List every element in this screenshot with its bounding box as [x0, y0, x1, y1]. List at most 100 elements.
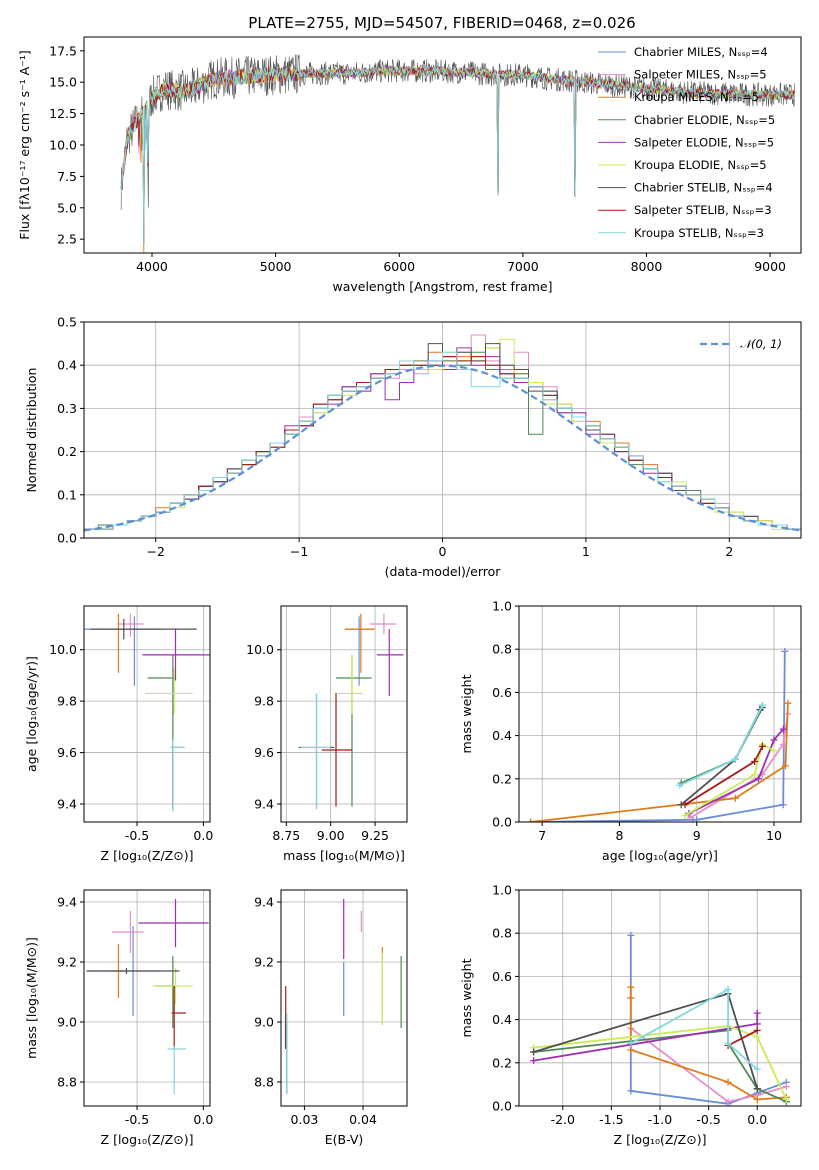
age_vs_Z-panel: -0.5 0.0 9.4 9.6 9.8 10.0 Z [log₁₀(Z/Z⊙)] age […: [24, 605, 213, 863]
y-tick-label: 10.0: [49, 138, 77, 153]
weight-line-5: [533, 1025, 788, 1100]
y-axis-label: Flux [fλ10⁻¹⁷ erg cm⁻² s⁻¹ A⁻¹]: [17, 50, 32, 239]
x-tick-label: -1.5: [599, 1112, 623, 1127]
spectrum-panel: 4000 5000 6000 7000 8000 9000 2.5 5.0 7.5 10.0 12.…: [17, 36, 802, 294]
y-tick-label: 9.0: [254, 1015, 274, 1030]
weight-line-2: [530, 703, 789, 822]
legend-entry: Kroupa MILES, Nₛₛₚ=5: [634, 90, 759, 104]
x-tick-label: -0.5: [125, 828, 149, 843]
y-tick-label: 17.5: [49, 43, 77, 58]
y-tick-label: 7.5: [57, 169, 77, 184]
y-tick-label: 0.4: [57, 358, 77, 373]
y-tick-label: 9.4: [57, 895, 77, 910]
plot-frame: [83, 889, 211, 1107]
weight-point: [724, 1098, 732, 1106]
weight-point: [681, 801, 689, 809]
x-tick-label: 7: [538, 828, 546, 843]
weight-point: [530, 1048, 538, 1056]
x-tick-label: -0.5: [696, 1112, 720, 1127]
y-tick-label: 9.6: [57, 745, 77, 760]
weight-point: [751, 770, 759, 778]
y-tick-label: 9.2: [57, 955, 77, 970]
y-tick-label: 8.8: [57, 1075, 77, 1090]
weight-point: [724, 985, 732, 993]
weight-point: [676, 781, 684, 789]
mass_vs_EBV-panel: 0.03 0.04 8.8 9.0 9.2 9.4 E(B-V): [254, 889, 408, 1147]
spectrum-title: PLATE=2755, MJD=54507, FIBERID=0468, z=0…: [248, 14, 635, 32]
y-tick-label: 0.0: [492, 1099, 512, 1114]
x-axis-label: Z [log₁₀(Z/Z⊙)]: [101, 848, 194, 863]
y-axis-label: mass weight: [459, 674, 474, 753]
x-tick-label: 9.00: [317, 828, 345, 843]
spectrum-line-8: [120, 66, 795, 244]
weight-point: [753, 1085, 761, 1093]
plot-frame: [518, 605, 802, 823]
weight-point: [751, 758, 759, 766]
x-tick-label: 9.25: [361, 828, 389, 843]
age_vs_mass-panel: 8.75 9.00 9.25 9.4 9.6 9.8 10.0 mass [log₁₀(M/M…: [246, 605, 408, 863]
weight-point: [784, 699, 792, 707]
y-tick-label: 0.2: [492, 1055, 512, 1070]
x-tick-label: 8.75: [272, 828, 300, 843]
y-axis-label: mass [log₁₀(M/M⊙)]: [24, 937, 39, 1059]
weight-point: [782, 1083, 790, 1091]
weight-line-6: [533, 992, 759, 1089]
y-tick-label: 9.8: [254, 694, 274, 709]
legend-entry: 𝒩(0, 1): [740, 337, 782, 351]
y-tick-label: 10.0: [246, 642, 274, 657]
weight-point: [753, 1033, 761, 1041]
x-tick-label: 10: [766, 828, 782, 843]
weight-point: [693, 816, 701, 822]
weight-point: [770, 747, 778, 755]
y-axis-label: mass weight: [459, 958, 474, 1037]
y-tick-label: 0.5: [57, 315, 77, 330]
weight-line-5: [684, 742, 775, 817]
x-axis-label: mass [log₁₀(M/M⊙)]: [283, 848, 405, 863]
x-tick-label: 0.04: [349, 1112, 377, 1127]
y-tick-label: 15.0: [49, 75, 77, 90]
y-tick-label: 9.2: [254, 955, 274, 970]
y-tick-label: 2.5: [57, 232, 77, 247]
weight-line-7: [727, 1029, 758, 1047]
x-tick-label: 7000: [507, 259, 539, 274]
x-tick-label: -2.0: [551, 1112, 575, 1127]
weight-point: [731, 755, 739, 763]
weight-point: [731, 794, 739, 802]
legend-entry: Chabrier MILES, Nₛₛₚ=4: [634, 45, 768, 59]
y-tick-label: 0.0: [492, 815, 512, 830]
legend-entry: Chabrier ELODIE, Nₛₛₚ=5: [634, 113, 775, 127]
y-tick-label: 10.0: [49, 642, 77, 657]
x-tick-label: 9: [693, 828, 701, 843]
x-axis-label: wavelength [Angstrom, rest frame]: [332, 279, 552, 294]
legend-entry: Kroupa ELODIE, Nₛₛₚ=5: [634, 158, 767, 172]
y-axis-label: age [log₁₀(age/yr)]: [24, 656, 39, 772]
x-axis-label: (data-model)/error: [385, 564, 502, 579]
weight-point: [782, 762, 790, 770]
legend-entry: Kroupa STELIB, Nₛₛₚ=3: [634, 226, 764, 240]
x-axis-label: Z [log₁₀(Z/Z⊙)]: [614, 1132, 707, 1147]
x-tick-label: 0: [439, 544, 447, 559]
weight-point: [687, 814, 695, 822]
weight-point: [681, 812, 689, 820]
weight-point: [627, 994, 635, 1002]
weight-point: [753, 1096, 761, 1104]
weight-line-8: [630, 987, 758, 1070]
y-tick-label: 0.2: [57, 444, 77, 459]
y-tick-label: 0.4: [492, 728, 512, 743]
y-axis-label: Normed distribution: [24, 368, 39, 493]
weight-point: [753, 1020, 761, 1028]
y-tick-label: 0.4: [492, 1012, 512, 1027]
x-tick-label: 0.03: [291, 1112, 319, 1127]
weight-point: [530, 1057, 538, 1065]
y-tick-label: 9.4: [57, 797, 77, 812]
weight-line-1: [630, 1027, 787, 1103]
weight-point: [724, 1039, 732, 1047]
x-tick-label: 0.0: [193, 1112, 213, 1127]
y-tick-label: 8.8: [254, 1075, 274, 1090]
weight-point: [527, 818, 535, 822]
gridlines: [519, 889, 801, 1107]
y-tick-label: 0.2: [492, 771, 512, 786]
y-tick-label: 0.8: [492, 642, 512, 657]
weight-point: [779, 801, 787, 809]
